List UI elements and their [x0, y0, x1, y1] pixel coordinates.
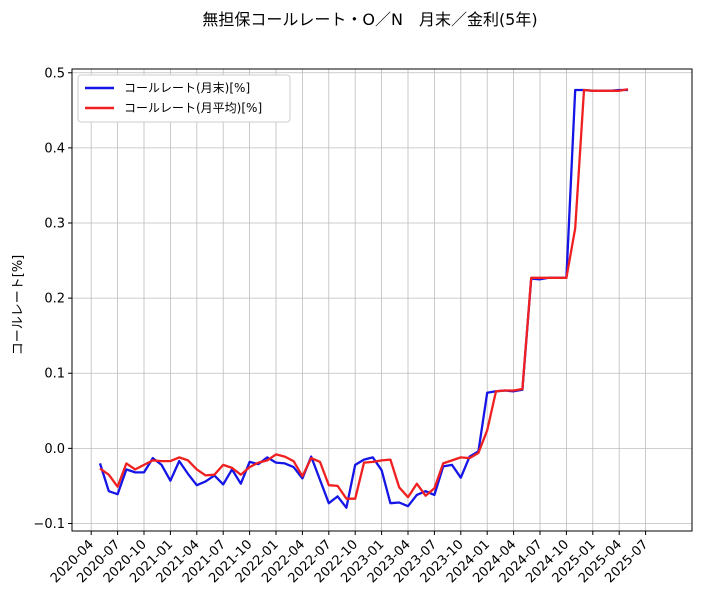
- y-tick-label: 0.0: [44, 442, 65, 457]
- legend-label-month-average: コールレート(月平均)[%]: [124, 101, 262, 115]
- y-axis: −0.1 0.0 0.1 0.2 0.3 0.4 0.5: [33, 66, 72, 532]
- chart-title: 無担保コールレート・O／N 月末／金利(5年): [202, 10, 537, 29]
- y-tick-label: 0.1: [44, 367, 65, 382]
- y-tick-label: 0.4: [44, 141, 65, 156]
- y-axis-label: コールレート[%]: [11, 255, 26, 356]
- legend: コールレート(月末)[%] コールレート(月平均)[%]: [77, 74, 291, 123]
- y-tick-label: 0.5: [44, 66, 65, 81]
- legend-box: [77, 74, 291, 123]
- series-lines: [98, 88, 629, 509]
- series-line-month-end: [98, 88, 628, 509]
- x-axis: 2020-042020-072020-102021-012021-042021-…: [48, 531, 651, 586]
- series-line-month-average: [99, 88, 629, 500]
- y-tick-label: 0.3: [44, 217, 65, 232]
- y-tick-label: −0.1: [33, 517, 65, 532]
- y-tick-label: 0.2: [44, 292, 65, 307]
- grid-lines: [72, 69, 692, 531]
- legend-label-month-end: コールレート(月末)[%]: [124, 81, 250, 95]
